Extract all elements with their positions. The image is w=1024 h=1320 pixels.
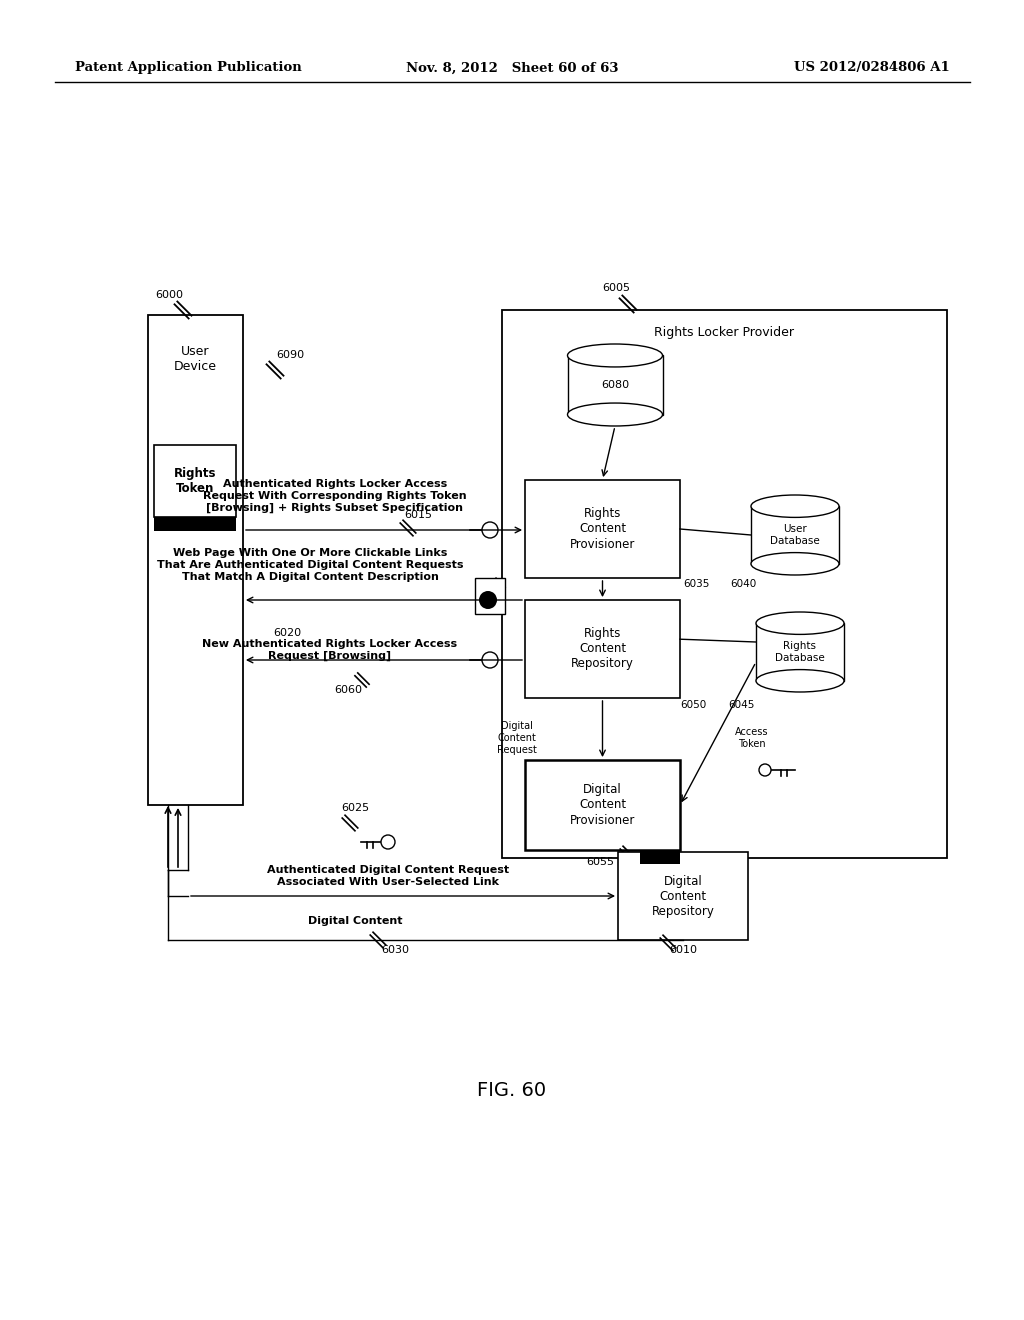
Text: Digital
Content
Request: Digital Content Request bbox=[497, 722, 537, 755]
Text: Rights
Content
Provisioner: Rights Content Provisioner bbox=[569, 507, 635, 550]
Bar bbox=[525, 601, 680, 698]
Circle shape bbox=[482, 521, 498, 539]
Text: 6030: 6030 bbox=[381, 945, 409, 954]
Ellipse shape bbox=[751, 495, 839, 517]
Bar bbox=[751, 506, 839, 564]
Text: Rights Locker Provider: Rights Locker Provider bbox=[654, 326, 795, 339]
Text: Digital
Content
Repository: Digital Content Repository bbox=[651, 874, 715, 917]
Bar bbox=[640, 850, 680, 865]
Text: 6010: 6010 bbox=[669, 945, 697, 954]
Text: Rights
Content
Repository: Rights Content Repository bbox=[571, 627, 634, 671]
Ellipse shape bbox=[751, 553, 839, 576]
Text: Nov. 8, 2012   Sheet 60 of 63: Nov. 8, 2012 Sheet 60 of 63 bbox=[406, 62, 618, 74]
Text: Digital Content: Digital Content bbox=[308, 916, 402, 927]
Text: 6025: 6025 bbox=[341, 803, 369, 813]
Text: Authenticated Digital Content Request
Associated With User-Selected Link: Authenticated Digital Content Request As… bbox=[267, 865, 509, 887]
Ellipse shape bbox=[756, 669, 844, 692]
Text: Access
Token: Access Token bbox=[735, 727, 769, 748]
Circle shape bbox=[479, 591, 497, 609]
Text: Patent Application Publication: Patent Application Publication bbox=[75, 62, 302, 74]
Text: 6040: 6040 bbox=[730, 579, 757, 589]
Text: User
Device: User Device bbox=[174, 345, 217, 374]
Text: FIG. 60: FIG. 60 bbox=[477, 1081, 547, 1100]
Ellipse shape bbox=[756, 612, 844, 635]
Circle shape bbox=[759, 764, 771, 776]
Text: 6005: 6005 bbox=[602, 282, 630, 293]
Text: 6080: 6080 bbox=[601, 380, 629, 389]
Text: 6020: 6020 bbox=[273, 628, 301, 638]
Bar bbox=[502, 310, 947, 858]
Text: 6035: 6035 bbox=[683, 579, 710, 589]
Bar bbox=[525, 480, 680, 578]
Bar bbox=[618, 851, 748, 940]
Circle shape bbox=[482, 652, 498, 668]
Bar bbox=[525, 760, 680, 850]
Bar bbox=[148, 315, 243, 805]
Text: 6045: 6045 bbox=[728, 700, 755, 710]
Text: Authenticated Rights Locker Access
Request With Corresponding Rights Token
[Brow: Authenticated Rights Locker Access Reque… bbox=[203, 479, 467, 512]
Text: 6060: 6060 bbox=[334, 685, 362, 696]
Text: US 2012/0284806 A1: US 2012/0284806 A1 bbox=[795, 62, 950, 74]
Text: User
Database: User Database bbox=[770, 524, 820, 545]
Bar bbox=[475, 578, 505, 614]
Text: Web Page With One Or More Clickable Links
That Are Authenticated Digital Content: Web Page With One Or More Clickable Link… bbox=[157, 548, 463, 582]
Text: 6090: 6090 bbox=[275, 350, 304, 360]
Ellipse shape bbox=[567, 403, 663, 426]
Text: Rights
Database: Rights Database bbox=[775, 642, 825, 663]
Bar bbox=[154, 445, 236, 517]
Text: 6015: 6015 bbox=[404, 510, 432, 520]
Text: Digital
Content
Provisioner: Digital Content Provisioner bbox=[569, 784, 635, 826]
Bar bbox=[567, 355, 663, 414]
Bar bbox=[154, 517, 236, 531]
Circle shape bbox=[381, 836, 395, 849]
Text: 6050: 6050 bbox=[680, 700, 707, 710]
Text: 6000: 6000 bbox=[155, 290, 183, 300]
Ellipse shape bbox=[567, 345, 663, 367]
Text: New Authenticated Rights Locker Access
Request [Browsing]: New Authenticated Rights Locker Access R… bbox=[203, 639, 458, 661]
Bar bbox=[756, 623, 844, 681]
Text: Rights
Token: Rights Token bbox=[174, 467, 216, 495]
Text: 6055: 6055 bbox=[586, 857, 614, 867]
